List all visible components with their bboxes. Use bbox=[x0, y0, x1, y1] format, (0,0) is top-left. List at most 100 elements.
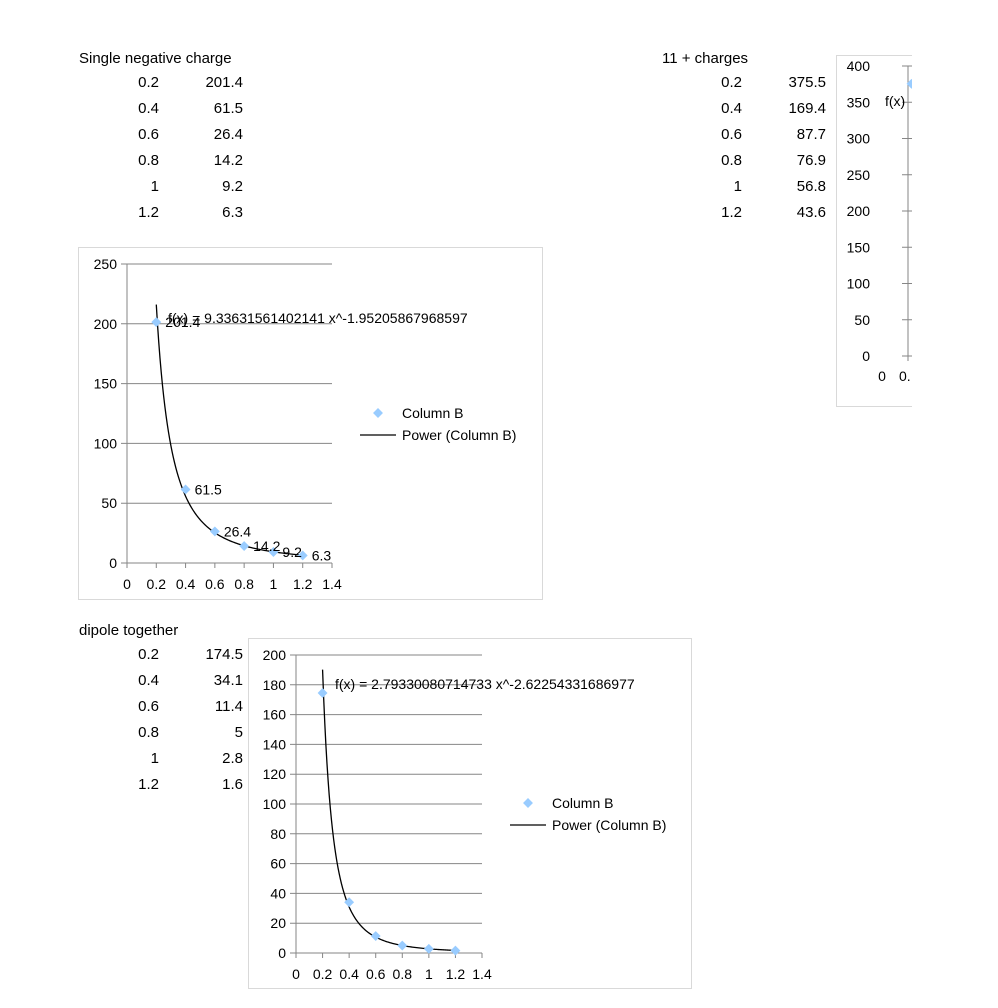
table-row: 0.6 26.4 bbox=[79, 126, 243, 152]
table-cell-y: 34.1 bbox=[213, 672, 243, 689]
x-tick-label: 0.8 bbox=[393, 966, 413, 982]
table-row: 0.2 375.5 bbox=[662, 74, 826, 100]
table-cell-y: 169.4 bbox=[788, 100, 826, 117]
data-table: 0.2 375.5 0.4 169.4 0.6 87.7 0.8 76.9 1 56.8 1.2 43… bbox=[662, 74, 826, 230]
table-cell-x: 1 bbox=[150, 750, 159, 767]
data-point bbox=[450, 945, 461, 956]
data-label: 14.2 bbox=[253, 538, 280, 554]
table-cell-y: 56.8 bbox=[796, 178, 826, 195]
table-cell-x: 0.6 bbox=[138, 126, 159, 143]
y-tick-label: 100 bbox=[847, 276, 871, 292]
chart-svg: 0 50 100 150 200 250 300 350 400 0 0. f(x) bbox=[847, 58, 912, 384]
table-cell-y: 9.2 bbox=[222, 178, 243, 195]
trendline-power bbox=[155, 304, 303, 556]
trendline-equation: f(x) = 2.79330080714733 x^-2.62254331686… bbox=[335, 676, 635, 692]
table-cell-x: 0.4 bbox=[721, 100, 742, 117]
table-cell-x: 1.2 bbox=[721, 204, 742, 221]
y-tick-label: 250 bbox=[94, 256, 118, 272]
chart-svg: 0 50 100 150 200 250 0 0.2 0.4 0.6 0.8 1 1.2 1.4 201.4… bbox=[94, 256, 517, 592]
chart-dipole: 0 20 40 60 80 100 120 140 160 180 200 0 0.2 0.4 0.6 0.8… bbox=[248, 638, 692, 989]
table-cell-y: 5 bbox=[234, 724, 243, 741]
x-tick-label: 1.2 bbox=[446, 966, 466, 982]
x-tick-label: 1.2 bbox=[293, 576, 313, 592]
table-row: 1 56.8 bbox=[662, 178, 826, 204]
table-cell-x: 0.4 bbox=[138, 672, 159, 689]
x-tick-label: 0 bbox=[292, 966, 300, 982]
data-point bbox=[209, 526, 220, 537]
table-cell-x: 0.8 bbox=[138, 152, 159, 169]
y-tick-label: 250 bbox=[847, 167, 871, 183]
y-tick-label: 40 bbox=[270, 885, 286, 901]
legend-marker bbox=[373, 408, 383, 418]
data-point bbox=[906, 78, 912, 89]
table-row: 0.6 87.7 bbox=[662, 126, 826, 152]
data-table: 0.2 201.4 0.4 61.5 0.6 26.4 0.8 14.2 1 9.2 1.2 6.3 bbox=[79, 74, 243, 230]
x-tick-label: 0.6 bbox=[366, 966, 386, 982]
table-row: 1.2 43.6 bbox=[662, 204, 826, 230]
data-label: 61.5 bbox=[195, 481, 222, 497]
table-cell-y: 61.5 bbox=[213, 100, 243, 117]
y-tick-label: 100 bbox=[94, 435, 118, 451]
chart-svg: 0 20 40 60 80 100 120 140 160 180 200 0 0.2 0.4 0.6 0.8… bbox=[263, 647, 667, 982]
y-tick-label: 200 bbox=[847, 203, 871, 219]
legend-marker bbox=[523, 798, 533, 808]
y-tick-label: 50 bbox=[854, 312, 870, 328]
table-cell-y: 11.4 bbox=[214, 698, 243, 715]
y-tick-label: 20 bbox=[270, 915, 286, 931]
table-row: 0.4 61.5 bbox=[79, 100, 243, 126]
table-cell-x: 1.2 bbox=[138, 204, 159, 221]
x-tick-label: 1.4 bbox=[322, 576, 342, 592]
x-tick-label: 0 bbox=[878, 368, 886, 384]
table-cell-x: 0.6 bbox=[721, 126, 742, 143]
y-tick-label: 50 bbox=[101, 495, 117, 511]
table-cell-y: 6.3 bbox=[222, 204, 243, 221]
x-tick-label: 0.8 bbox=[234, 576, 254, 592]
table-title: 11 + charges bbox=[662, 50, 749, 67]
table-row: 0.4 34.1 bbox=[79, 672, 243, 698]
x-tick-label: 1.4 bbox=[472, 966, 492, 982]
y-tick-label: 200 bbox=[94, 316, 118, 332]
chart-single-negative: 0 50 100 150 200 250 0 0.2 0.4 0.6 0.8 1 1.2 1.4 201.4… bbox=[78, 247, 543, 600]
table-cell-y: 375.5 bbox=[788, 74, 826, 91]
data-point bbox=[239, 541, 250, 551]
data-point bbox=[317, 688, 328, 698]
y-tick-label: 160 bbox=[263, 707, 287, 723]
x-tick-label: 0.2 bbox=[147, 576, 167, 592]
data-label: 26.4 bbox=[224, 523, 251, 539]
data-point bbox=[180, 484, 191, 495]
table-title: Single negative charge bbox=[79, 50, 232, 67]
table-cell-x: 0.6 bbox=[138, 698, 159, 715]
table-cell-y: 43.6 bbox=[796, 204, 826, 221]
table-cell-y: 201.4 bbox=[205, 74, 243, 91]
table-cell-y: 174.5 bbox=[205, 646, 243, 663]
table-cell-x: 0.2 bbox=[138, 646, 159, 663]
table-cell-y: 14.2 bbox=[213, 152, 243, 169]
x-tick-label: 0.4 bbox=[176, 576, 196, 592]
legend-label: Power (Column B) bbox=[402, 427, 516, 443]
table-row: 0.2 201.4 bbox=[79, 74, 243, 100]
data-point bbox=[423, 943, 434, 954]
y-tick-label: 150 bbox=[94, 376, 118, 392]
table-cell-y: 2.8 bbox=[222, 750, 243, 767]
table-row: 1 9.2 bbox=[79, 178, 243, 204]
table-title: dipole together bbox=[79, 622, 179, 639]
table-cell-x: 0.8 bbox=[721, 152, 742, 169]
x-tick-label: 0. bbox=[899, 368, 911, 384]
trendline-equation: f(x) bbox=[885, 93, 905, 109]
table-cell-x: 1.2 bbox=[138, 776, 159, 793]
table-row: 0.2 174.5 bbox=[79, 646, 243, 672]
y-tick-label: 0 bbox=[862, 348, 870, 364]
x-tick-label: 0.2 bbox=[313, 966, 333, 982]
legend-label: Column B bbox=[402, 405, 463, 421]
y-tick-label: 140 bbox=[263, 736, 287, 752]
table-row: 1 2.8 bbox=[79, 750, 243, 776]
x-tick-label: 0.6 bbox=[205, 576, 225, 592]
table-cell-x: 0.2 bbox=[721, 74, 742, 91]
y-tick-label: 0 bbox=[278, 945, 286, 961]
table-row: 0.4 169.4 bbox=[662, 100, 826, 126]
x-tick-label: 1 bbox=[270, 576, 278, 592]
data-point bbox=[151, 317, 162, 328]
y-tick-label: 200 bbox=[263, 647, 287, 663]
table-row: 0.8 5 bbox=[79, 724, 243, 750]
y-tick-label: 100 bbox=[263, 796, 287, 812]
